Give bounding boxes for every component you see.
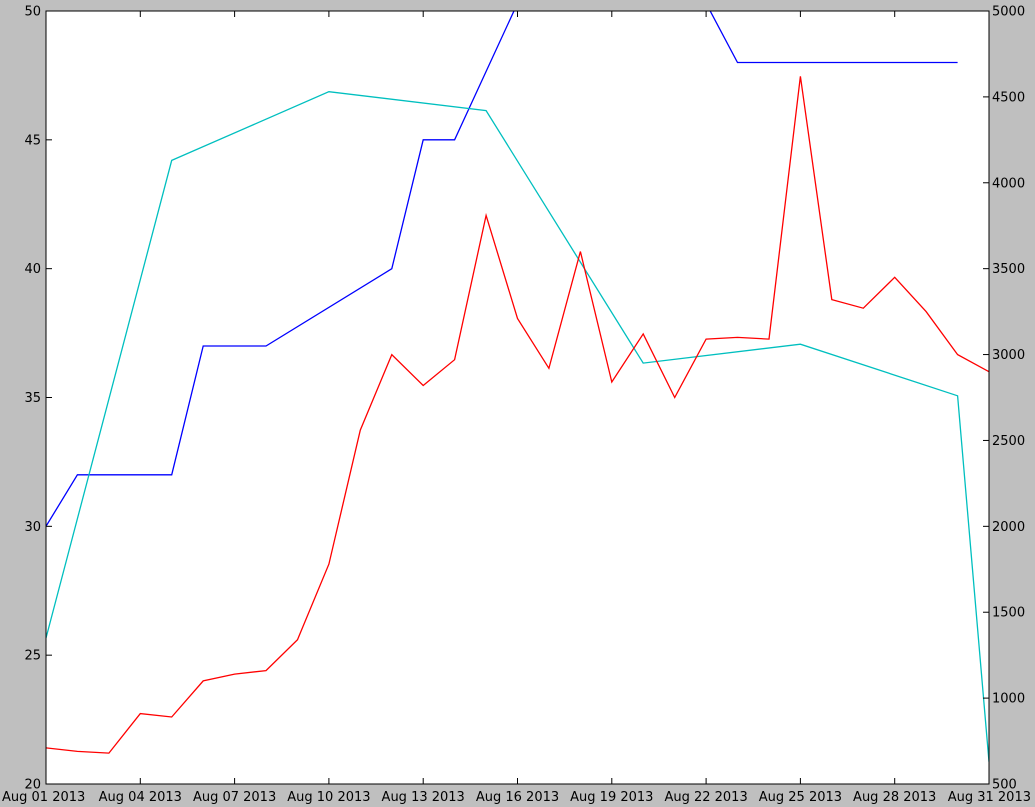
x-tick-label: Aug 28 2013	[853, 790, 936, 805]
y-left-tick-label: 50	[24, 5, 41, 20]
tick-labels-layer: Aug 01 2013 Aug 04 2013 Aug 07 2013 Aug 10 …	[2, 5, 1031, 806]
y-right-tick-label: 1500	[992, 606, 1025, 621]
x-tick-label: Aug 16 2013	[476, 790, 559, 805]
x-tick-label: Aug 13 2013	[382, 790, 465, 805]
y-left-tick-label: 40	[24, 262, 41, 277]
y-right-tick-label: 5000	[992, 5, 1025, 20]
series-line-1	[46, 11, 958, 527]
y-left-tick-label: 20	[24, 778, 41, 793]
x-tick-label: Aug 10 2013	[287, 790, 370, 805]
plot-area	[46, 11, 989, 784]
series-layer	[46, 11, 989, 762]
y-right-tick-label: 4000	[992, 176, 1025, 191]
ticks-layer	[45, 10, 990, 785]
y-right-tick-label: 2000	[992, 520, 1025, 535]
y-right-tick-label: 4500	[992, 90, 1025, 105]
x-tick-label: Aug 22 2013	[664, 790, 747, 805]
y-right-tick-label: 500	[992, 778, 1017, 793]
x-tick-label: Aug 25 2013	[759, 790, 842, 805]
y-left-tick-label: 35	[24, 391, 41, 406]
y-right-tick-label: 2500	[992, 434, 1025, 449]
y-right-tick-label: 1000	[992, 692, 1025, 707]
series-line-3	[46, 76, 989, 754]
y-right-tick-label: 3000	[992, 348, 1025, 363]
y-left-tick-label: 25	[24, 649, 41, 664]
x-tick-label: Aug 31 2013	[948, 790, 1031, 805]
y-right-tick-label: 3500	[992, 262, 1025, 277]
x-tick-label: Aug 04 2013	[99, 790, 182, 805]
x-tick-label: Aug 19 2013	[570, 790, 653, 805]
x-tick-label: Aug 07 2013	[193, 790, 276, 805]
series-line-2	[46, 91, 989, 762]
x-tick-label: Aug 01 2013	[2, 790, 85, 805]
y-left-tick-label: 45	[24, 133, 41, 148]
y-left-tick-label: 30	[24, 520, 41, 535]
